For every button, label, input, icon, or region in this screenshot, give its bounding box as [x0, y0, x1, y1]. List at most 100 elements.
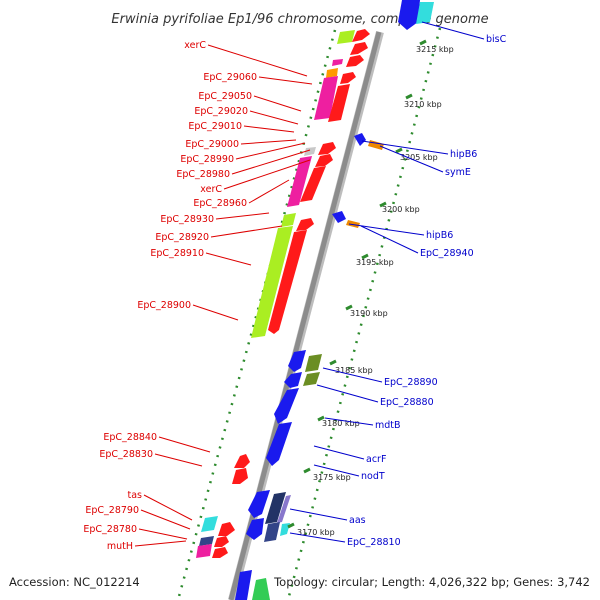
gene-feature	[248, 490, 270, 518]
gene-feature	[277, 495, 291, 523]
gene-feature	[352, 29, 370, 42]
left-label-leader	[248, 179, 290, 204]
gene-label-left: EpC_28920	[155, 232, 209, 243]
gene-feature	[416, 2, 434, 24]
reverse-strand-features	[235, 0, 434, 600]
gene-label-left: EpC_29060	[203, 72, 257, 83]
gene-label-left: EpC_29000	[185, 139, 239, 150]
gene-feature	[304, 147, 316, 156]
scale-tick-label: 3215 kbp	[416, 45, 454, 54]
gene-label-left: mutH	[107, 541, 133, 552]
gene-feature	[398, 0, 420, 30]
right-label-leader	[324, 417, 374, 426]
gene-feature	[232, 468, 248, 484]
gene-feature	[346, 220, 360, 228]
gene-label-right: EpC_28880	[380, 397, 434, 408]
right-label-leader	[289, 532, 346, 543]
gene-label-right: EpC_28810	[347, 537, 401, 548]
scale-tick-label: 3175 kbp	[313, 473, 351, 482]
left-label-leader	[138, 528, 188, 540]
gene-feature	[314, 76, 338, 120]
gene-feature	[284, 372, 302, 388]
gene-feature	[287, 156, 312, 207]
gene-feature	[265, 492, 286, 524]
scale-tick-label: 3200 kbp	[382, 205, 420, 214]
gene-label-right: bisC	[486, 34, 507, 45]
gene-feature	[288, 350, 306, 372]
gene-feature	[280, 523, 290, 536]
gene-feature	[303, 372, 320, 386]
gene-feature	[218, 522, 235, 536]
left-label-leader	[231, 149, 311, 175]
gene-feature	[350, 42, 368, 55]
scale-tick-mark	[317, 415, 325, 422]
right-label-leader	[421, 21, 485, 40]
gene-label-left: EpC_28790	[85, 505, 139, 516]
scale-tick-label: 3195 kbp	[356, 258, 394, 267]
scale-tick-mark	[303, 467, 311, 474]
gene-label-right: aas	[349, 515, 366, 526]
gene-feature	[268, 230, 307, 334]
gene-label-left: EpC_29050	[198, 91, 252, 102]
gene-label-right: hipB6	[426, 230, 453, 241]
right-gene-labels: bisC hipB6 symE hipB6 EpC_28940 EpC_28890 EpC_…	[289, 21, 507, 548]
left-gene-labels: xerC EpC_29060 EpC_29050 EpC_29020 EpC_29010…	[83, 40, 313, 552]
gene-feature	[274, 388, 299, 424]
scale-ticks: 3215 kbp 3210 kbp 3205 kbp 3200 kbp 3195 kbp…	[287, 39, 454, 537]
right-label-leader	[289, 508, 348, 521]
gene-label-left: EpC_28980	[176, 169, 230, 180]
gene-label-left: EpC_28830	[99, 449, 153, 460]
gene-feature	[300, 166, 326, 202]
gene-feature	[251, 226, 293, 338]
gene-feature	[354, 133, 366, 146]
scale-tick-mark	[379, 201, 387, 208]
gene-feature	[332, 211, 346, 223]
gene-feature	[214, 536, 229, 547]
gene-label-right: acrF	[366, 454, 386, 465]
scale-tick-mark	[345, 304, 353, 311]
left-label-leader	[158, 436, 211, 453]
gene-feature	[252, 578, 270, 600]
right-label-leader	[360, 225, 419, 254]
left-label-leader	[207, 44, 308, 77]
gene-feature	[332, 59, 343, 66]
accession-text: Accession: NC_012214	[9, 575, 140, 589]
gene-feature	[296, 218, 314, 231]
gene-label-left: EpC_29010	[188, 121, 242, 132]
gene-label-left: EpC_28930	[160, 214, 214, 225]
scale-tick-mark	[287, 522, 295, 529]
gene-label-left: xerC	[200, 184, 222, 195]
scale-tick-mark	[361, 253, 369, 260]
scale-tick-label: 3180 kbp	[322, 419, 360, 428]
left-label-leader	[223, 159, 311, 190]
right-label-leader	[379, 145, 444, 173]
gene-label-right: nodT	[361, 471, 385, 482]
gene-feature	[337, 30, 355, 44]
right-label-leader	[316, 384, 379, 403]
gene-feature	[199, 536, 214, 546]
left-label-leader	[210, 225, 283, 238]
gene-label-right: EpC_28940	[420, 248, 474, 259]
gene-feature	[318, 142, 336, 155]
map-title: Erwinia pyrifoliae Ep1/96 chromosome, co…	[111, 12, 488, 27]
left-label-leader	[192, 304, 239, 321]
scale-tick-label: 3170 kbp	[297, 528, 335, 537]
gene-feature	[328, 84, 350, 122]
gene-feature	[201, 516, 218, 532]
gene-feature	[246, 518, 264, 540]
left-label-leader	[134, 540, 187, 547]
right-label-leader	[313, 445, 365, 460]
gene-feature	[212, 547, 228, 558]
scale-tick-label: 3190 kbp	[350, 309, 388, 318]
gene-label-right: EpC_28890	[384, 377, 438, 388]
gene-label-left: EpC_28900	[137, 300, 191, 311]
left-label-leader	[143, 494, 193, 521]
left-label-leader	[253, 95, 302, 112]
left-label-leader	[154, 453, 203, 467]
right-label-leader	[348, 223, 425, 236]
right-label-leader	[361, 140, 449, 155]
gene-feature	[196, 544, 212, 558]
gene-feature	[235, 570, 252, 600]
scale-tick-label: 3205 kbp	[400, 153, 438, 162]
